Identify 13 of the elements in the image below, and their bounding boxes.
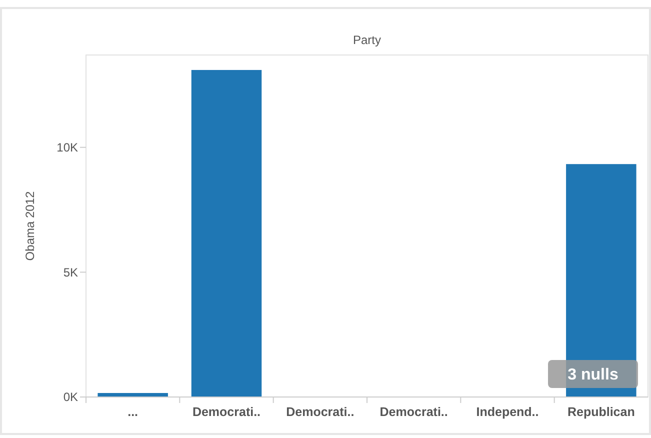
- y-tick-label: 0K: [63, 390, 78, 404]
- bar: [191, 70, 262, 397]
- x-tick-label: Democrati..: [380, 405, 448, 419]
- x-tick-label: Democrati..: [192, 405, 261, 419]
- y-tick-label: 5K: [63, 265, 78, 280]
- x-tick-label: Democrati..: [286, 405, 354, 419]
- annotation: 3 nulls: [568, 366, 618, 384]
- x-tick-label: Republican: [567, 405, 635, 419]
- x-tick-label: ...: [128, 405, 138, 419]
- y-axis-title: Obama 2012: [23, 190, 37, 261]
- y-tick-label: 10K: [56, 140, 78, 155]
- x-tick-label: Independ..: [476, 405, 539, 419]
- chart-title: Party: [352, 33, 382, 47]
